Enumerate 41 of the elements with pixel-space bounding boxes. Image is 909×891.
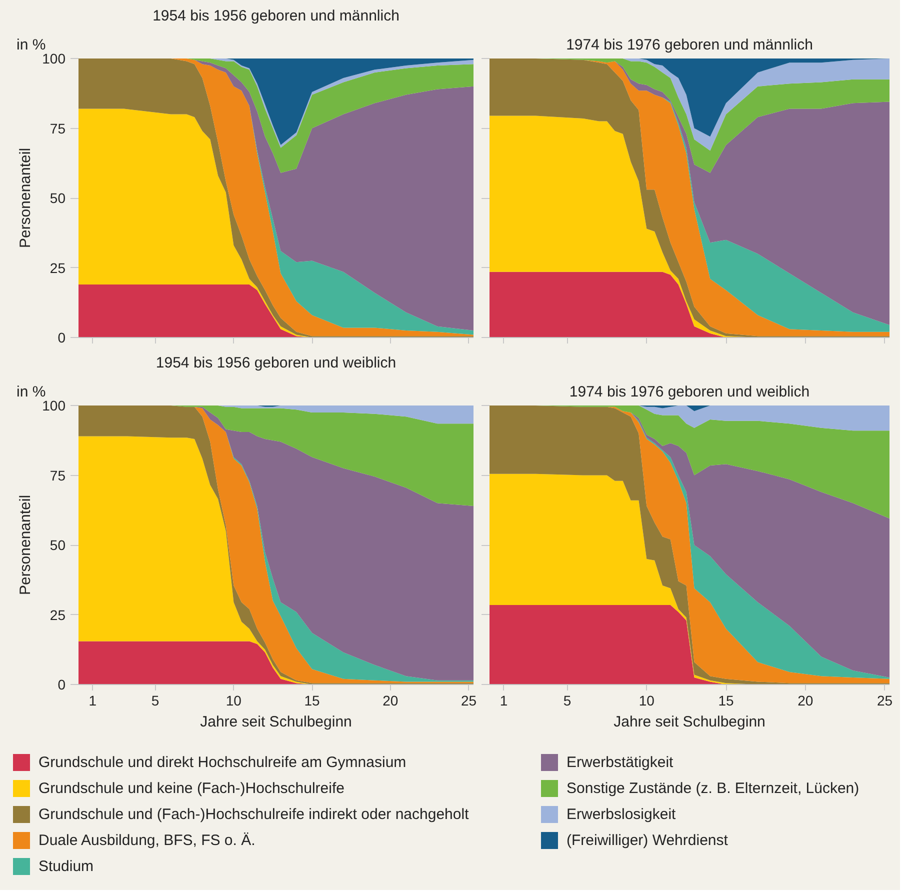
chart-title: 1974 bis 1976 geboren und männlich [566,36,813,54]
x-tick-label: 1 [500,692,508,708]
text: in % [16,384,46,400]
chart-title: 1954 bis 1956 geboren und weiblich [156,354,396,372]
chart-title: 1974 bis 1976 geboren und weiblich [569,384,810,400]
x-tick-label: 25 [461,692,477,708]
x-tick-label: 10 [638,692,655,708]
text: in % [16,36,46,54]
y-tick-label: 100 [42,398,66,414]
x-tick-label: 10 [226,692,242,708]
y-axis-title: Personenanteil [17,494,34,596]
y-tick-label: 100 [42,50,66,66]
y-tick-label: 50 [50,190,66,206]
y-tick-label: 50 [50,537,66,553]
x-tick-label: 25 [876,692,893,708]
x-tick-label: 20 [798,692,814,708]
x-tick-label: 15 [718,692,734,708]
chart-title: 1954 bis 1956 geboren und männlich [152,8,400,24]
x-tick-label: 5 [151,692,160,708]
x-tick-label: 1 [88,692,97,708]
x-axis-title: Jahre seit Schulbeginn [614,714,766,730]
y-tick-label: 25 [50,260,66,276]
legend-label: Grundschule und (Fach-)Hochschulreife indirekt oder nachgeholt [38,806,470,823]
x-tick-label: 20 [382,692,398,708]
x-tick-label: 5 [563,692,572,708]
legend-label: (Freiwilliger) Wehrdienst [566,832,729,849]
y-axis-title: Personenanteil [17,148,34,248]
x-axis-title: Jahre seit Schulbeginn [200,714,352,730]
legend-label: Sonstige Zustände (z. B. Elternzeit, Lücken) [566,780,860,797]
y-tick-label: 0 [58,330,66,346]
legend-label: Erwerbslosigkeit [566,806,677,823]
legend-label: Grundschule und direkt Hochschulreife am Gymnasium [38,754,406,771]
y-tick-label: 75 [50,467,66,484]
legend-label: Duale Ausbildung, BFS, FS o. Ä. [38,832,256,849]
legend-label: Grundschule und keine (Fach-)Hochschulreife [38,780,344,797]
y-tick-label: 0 [58,676,66,692]
x-tick-label: 15 [304,692,320,708]
y-tick-label: 75 [50,120,66,136]
y-tick-label: 25 [50,606,66,623]
legend-label: Studium [38,858,94,875]
legend-label: Erwerbstätigkeit [566,754,674,771]
